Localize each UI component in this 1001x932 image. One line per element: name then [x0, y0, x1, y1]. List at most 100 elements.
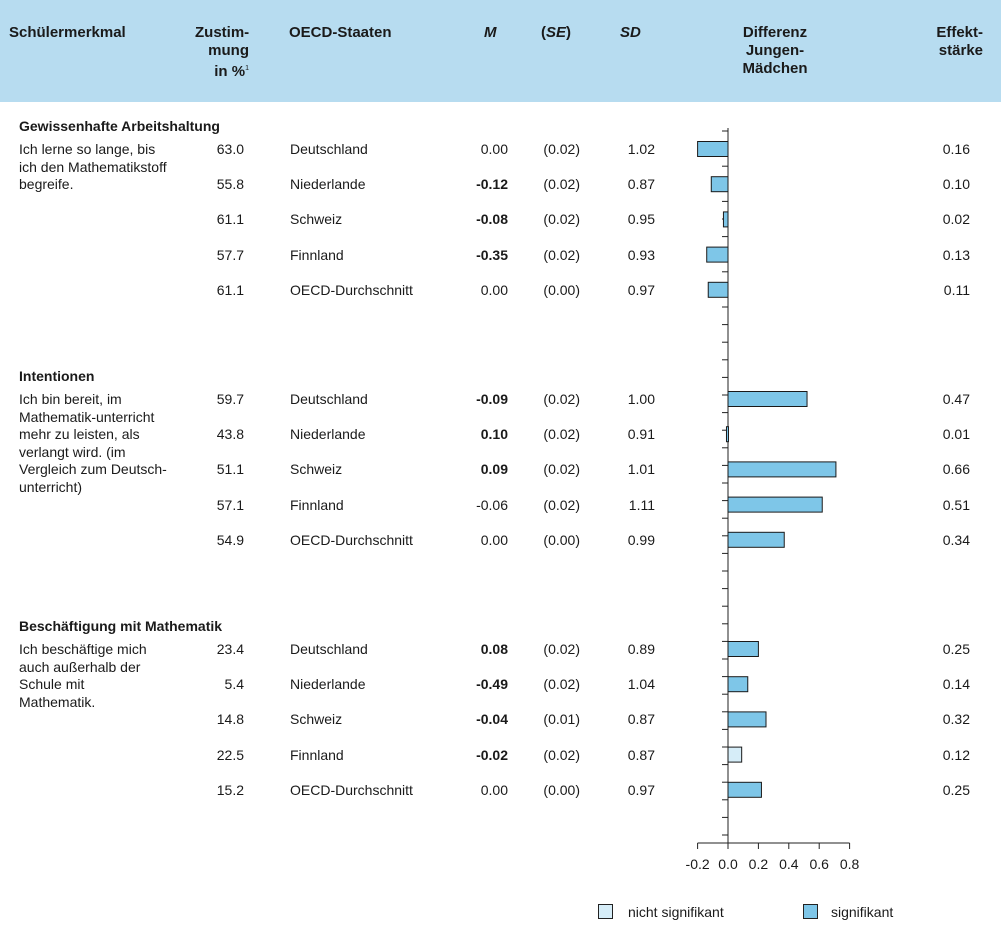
cell-m: -0.06 [476, 496, 508, 513]
cell-sd: 0.87 [627, 176, 655, 193]
cell-effekt: 0.13 [942, 246, 970, 263]
header-se-open: ( [541, 24, 546, 41]
table-header [0, 0, 1001, 102]
header-sd: SD [620, 24, 641, 41]
cell-effekt: 0.10 [942, 176, 970, 193]
bar-oecd-durchschnitt [707, 281, 729, 298]
cell-staat: OECD-Durchschnitt [290, 781, 413, 798]
cell-effekt: 0.32 [942, 711, 970, 728]
bar-deutschland [697, 141, 729, 157]
cell-m: 0.00 [480, 281, 508, 298]
x-tick-label: 0.8 [840, 856, 860, 872]
cell-se: (0.02) [543, 676, 580, 693]
legend-label-significant: signifikant [831, 904, 894, 920]
bar-schweiz [727, 711, 767, 728]
cell-sd: 1.00 [627, 391, 655, 407]
cell-zustimmung: 55.8 [216, 176, 244, 193]
cell-sd: 0.97 [627, 281, 655, 298]
cell-staat: OECD-Durchschnitt [290, 531, 413, 548]
cell-m: -0.12 [476, 176, 508, 193]
cell-staat: Finnland [290, 746, 344, 763]
bar-finnland [727, 746, 743, 763]
cell-zustimmung: 57.7 [216, 246, 244, 263]
cell-m: -0.49 [476, 676, 508, 693]
cell-sd: 0.87 [627, 711, 655, 728]
bar-schweiz [727, 461, 837, 478]
cell-staat: Deutschland [290, 641, 368, 657]
header-zustimmung-line3: in %1 [195, 60, 249, 81]
cell-zustimmung: 5.4 [224, 676, 244, 693]
x-tick-label: -0.2 [686, 856, 710, 872]
cell-effekt: 0.14 [942, 676, 970, 693]
cell-staat: Schweiz [290, 461, 343, 478]
cell-staat: Deutschland [290, 391, 368, 407]
cell-se: (0.02) [543, 641, 580, 657]
header-differenz-line3: Mädchen [742, 60, 808, 77]
cell-m: -0.08 [476, 211, 508, 228]
cell-se: (0.02) [543, 391, 580, 407]
cell-m: 0.08 [480, 641, 508, 657]
cell-effekt: 0.66 [942, 461, 970, 478]
cell-se: (0.02) [543, 426, 580, 443]
header-effekt-line1: Effekt- [936, 24, 983, 41]
cell-m: 0.00 [480, 141, 508, 157]
header-schuelermerkmal: Schülermerkmal [9, 24, 126, 41]
header-differenz-line1: Differenz [742, 24, 808, 41]
cell-staat: Niederlande [290, 176, 366, 193]
header-zustimmung-text: in % [214, 63, 246, 80]
cell-m: -0.35 [476, 246, 508, 263]
cell-staat: Niederlande [290, 426, 366, 443]
cell-effekt: 0.12 [942, 746, 970, 763]
cell-sd: 0.95 [627, 211, 655, 228]
header-se-close: ) [566, 24, 572, 41]
x-tick-label: 0.0 [718, 856, 738, 872]
cell-sd: 0.87 [627, 746, 655, 763]
cell-zustimmung: 57.1 [216, 496, 244, 513]
cell-staat: Schweiz [290, 211, 343, 228]
cell-effekt: 0.34 [942, 531, 970, 548]
cell-effekt: 0.25 [942, 641, 970, 657]
cell-sd: 0.89 [627, 641, 655, 657]
cell-effekt: 0.01 [942, 426, 970, 443]
cell-zustimmung: 43.8 [216, 426, 244, 443]
cell-zustimmung: 61.1 [216, 211, 244, 228]
section-title-beschaeftigung: Beschäftigung mit Mathematik [19, 618, 223, 634]
legend-label-not-significant: nicht signifikant [628, 904, 724, 920]
cell-sd: 0.93 [627, 246, 655, 263]
bar-schweiz [722, 211, 729, 228]
header-differenz-line2: Jungen- [745, 42, 805, 59]
cell-m: 0.10 [480, 426, 508, 443]
cell-effekt: 0.02 [942, 211, 970, 228]
cell-se: (0.02) [543, 246, 580, 263]
cell-effekt: 0.11 [943, 281, 970, 298]
cell-staat: Niederlande [290, 676, 366, 693]
cell-zustimmung: 54.9 [216, 531, 244, 548]
cell-staat: Deutschland [290, 141, 368, 157]
cell-sd: 0.99 [627, 531, 655, 548]
cell-sd: 1.01 [627, 461, 655, 478]
cell-se: (0.02) [543, 461, 580, 478]
cell-staat: Finnland [290, 496, 344, 513]
cell-sd: 1.02 [627, 141, 655, 157]
header-se-label: SE [546, 24, 567, 41]
legend-swatch-not-significant [598, 904, 613, 919]
section-description-intentionen: Ich bin bereit, im Mathematik-unterricht… [19, 391, 167, 495]
cell-staat: Finnland [290, 246, 344, 263]
x-tick-label: 0.2 [749, 856, 769, 872]
bar-deutschland [727, 391, 808, 407]
header-se: (SE) [541, 24, 571, 42]
section-title-arbeitshaltung: Gewissenhafte Arbeitshaltung [19, 118, 220, 134]
cell-effekt: 0.47 [942, 391, 970, 407]
bar-finnland [727, 496, 823, 513]
cell-zustimmung: 61.1 [216, 281, 244, 298]
header-zustimmung: Zustim- mung in %1 [195, 24, 249, 81]
cell-m: 0.09 [480, 461, 508, 478]
cell-se: (0.02) [543, 176, 580, 193]
header-oecd-staaten: OECD-Staaten [289, 24, 392, 41]
cell-se: (0.02) [543, 746, 580, 763]
bar-niederlande [725, 426, 729, 443]
cell-effekt: 0.25 [942, 781, 970, 798]
x-tick-label: 0.6 [809, 856, 829, 872]
bar-oecd-durchschnitt [727, 781, 762, 798]
